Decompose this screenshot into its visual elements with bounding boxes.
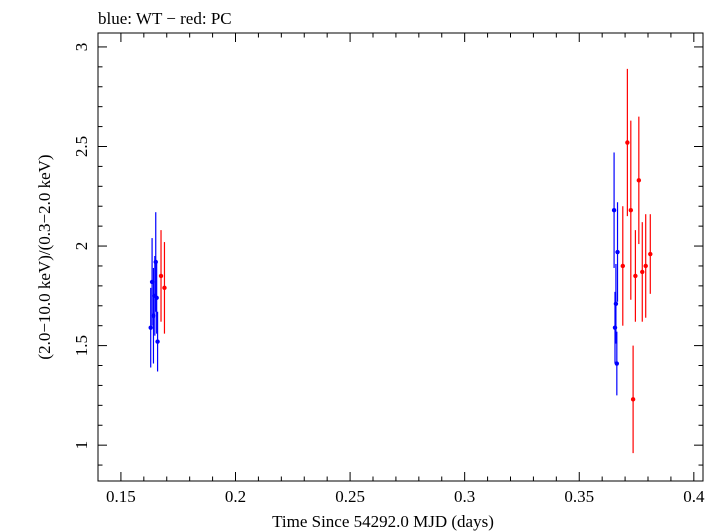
data-point-pc (633, 230, 638, 322)
y-tick-label: 2.5 (72, 136, 91, 157)
chart-title: blue: WT − red: PC (98, 9, 232, 28)
point-marker (625, 140, 630, 145)
axis-ticks (97, 33, 703, 481)
point-marker (614, 361, 620, 366)
data-point-pc (640, 222, 645, 322)
axis-tick-labels: 0.15 0.2 0.25 0.3 0.35 0.4 1 1.5 2 2.5 3 (72, 43, 705, 506)
data-point-wt (155, 311, 160, 372)
data-point-pc (636, 116, 642, 245)
data-point-wt (614, 331, 620, 396)
data-point-wt (611, 152, 617, 268)
data-point-pc (620, 206, 625, 326)
point-marker (636, 178, 642, 183)
x-axis-label: Time Since 54292.0 MJD (days) (272, 512, 494, 531)
data-point-pc (648, 214, 653, 294)
point-marker (612, 325, 618, 330)
y-tick-label: 3 (72, 43, 91, 52)
data-point-wt (154, 261, 159, 334)
data-point-wt (613, 263, 619, 344)
data-point-pc (630, 345, 636, 454)
y-axis-label: (2.0−10.0 keV)/(0.3−2.0 keV) (35, 154, 54, 359)
point-marker (613, 301, 619, 306)
x-tick-label: 0.2 (225, 487, 246, 506)
x-tick-label: 0.35 (564, 487, 594, 506)
point-marker (648, 251, 653, 257)
point-marker (633, 273, 638, 279)
y-tick-label: 1.5 (72, 335, 91, 356)
point-marker (158, 273, 164, 279)
plot-frame (97, 32, 704, 482)
point-marker (643, 263, 648, 269)
x-tick-label: 0.15 (106, 487, 136, 506)
x-tick-label: 0.25 (335, 487, 365, 506)
point-marker (620, 263, 625, 269)
point-marker (154, 295, 159, 301)
point-marker (155, 339, 160, 344)
point-marker (628, 208, 634, 213)
point-marker (162, 285, 167, 291)
y-tick-label: 1 (72, 441, 91, 450)
y-tick-label: 2 (72, 242, 91, 251)
point-marker (611, 208, 617, 213)
data-point-wt (148, 287, 153, 368)
point-marker (153, 259, 158, 265)
data-point-wt (615, 202, 620, 302)
point-marker (630, 397, 636, 402)
data-point-pc (628, 120, 634, 300)
point-marker (148, 325, 153, 330)
data-point-pc (162, 242, 167, 334)
data-point-pc (625, 68, 630, 217)
data-point-pc (643, 214, 648, 318)
data-point-pc (158, 230, 164, 322)
point-marker (640, 269, 645, 275)
x-tick-label: 0.3 (454, 487, 475, 506)
x-tick-label: 0.4 (683, 487, 705, 506)
point-marker (615, 249, 620, 255)
data-points (148, 68, 653, 454)
